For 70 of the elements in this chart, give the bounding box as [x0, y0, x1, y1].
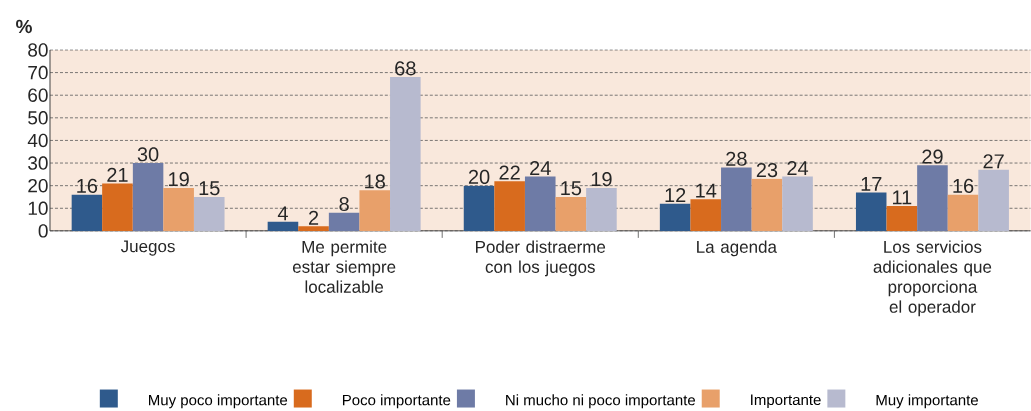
data-label: 2: [308, 210, 319, 225]
data-label: 18: [365, 174, 385, 189]
bar: [328, 212, 360, 232]
bar: [555, 197, 587, 232]
data-label: 19: [591, 172, 612, 187]
data-label: 19: [169, 172, 189, 187]
y-tick-label: 30: [28, 156, 48, 170]
data-label: 20: [468, 169, 490, 185]
bar: [721, 167, 752, 232]
legend-label: Muy importante: [876, 394, 978, 409]
legend-label: Poco importante: [342, 394, 451, 409]
data-label: 14: [696, 183, 717, 198]
data-label: 23: [756, 163, 778, 178]
bar: [390, 77, 421, 232]
bar: [751, 179, 783, 232]
bar: [659, 203, 691, 232]
y-tick-label: 50: [28, 111, 48, 125]
data-label: 16: [953, 179, 974, 194]
bar: [267, 221, 299, 232]
bar: [102, 183, 133, 232]
y-tick-label: 20: [28, 179, 48, 193]
y-tick-label: 60: [28, 88, 48, 103]
bar: [690, 199, 722, 232]
legend-label: Ni mucho ni poco importante: [506, 394, 696, 409]
data-label: 11: [892, 190, 912, 205]
bar: [886, 206, 918, 232]
bar: [494, 181, 525, 232]
bar: [132, 163, 164, 232]
bar: [163, 188, 194, 232]
data-label: 30: [137, 147, 159, 162]
legend-label: Muy poco importante: [149, 394, 288, 409]
data-label: 16: [77, 179, 98, 194]
data-label: 15: [561, 181, 582, 196]
y-tick-label: 0: [38, 224, 48, 238]
data-label: 22: [499, 165, 520, 180]
data-label: 17: [861, 177, 882, 191]
y-axis-title: %: [16, 19, 32, 34]
data-label: 68: [395, 61, 416, 76]
bar: [71, 194, 103, 232]
bar: [524, 176, 556, 232]
bar: [947, 194, 979, 232]
data-label: 27: [983, 154, 1004, 169]
x-tick-label: Poder distraerme con los juegos: [476, 240, 606, 277]
bar: [193, 197, 225, 232]
bar: [917, 165, 948, 232]
y-tick-label: 10: [28, 201, 48, 216]
x-tick-label: Los servicios adicionales que proporciona el operador: [873, 240, 992, 317]
data-label: 4: [277, 206, 288, 221]
data-label: 24: [530, 161, 551, 176]
x-tick-label: Me permite estar siempre localizable: [292, 240, 396, 294]
data-label: 12: [665, 188, 686, 203]
data-label: 29: [922, 149, 943, 164]
y-tick-label: 80: [28, 43, 48, 57]
y-tick-label: 70: [28, 66, 48, 80]
bar: [586, 188, 617, 232]
bar: [782, 176, 813, 232]
y-tick-label: 40: [27, 133, 48, 148]
data-label: 8: [339, 197, 349, 212]
data-label: 28: [726, 151, 747, 166]
data-label: 15: [199, 181, 220, 196]
bar: [298, 226, 329, 232]
x-tick-label: La agenda: [697, 240, 777, 257]
bar: [855, 192, 887, 232]
bar: [359, 190, 391, 232]
bar: [463, 185, 495, 232]
data-label: 21: [107, 167, 128, 182]
x-tick-label: Juegos: [120, 240, 175, 256]
data-label: 24: [787, 161, 809, 176]
bar: [978, 169, 1009, 232]
legend-label: Importante: [751, 394, 821, 409]
